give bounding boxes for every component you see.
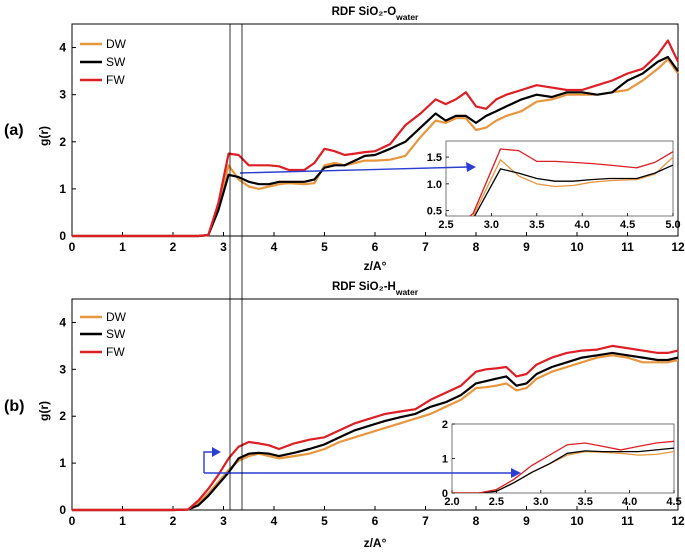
series-line-sw (72, 55, 679, 238)
series-line-fw (72, 344, 679, 512)
title-a: RDF SiO₂-Owater (332, 6, 419, 22)
inset-x-tick-label: 3.5 (578, 496, 593, 508)
inset-y-tick-label: 1 (442, 454, 448, 466)
inset-x-tick-label: 4.0 (622, 496, 637, 508)
inset-x-tick-label: 3.0 (484, 219, 499, 231)
inset-x-tick-label: 2.5 (438, 219, 453, 231)
inset-x-tick-label: 4.5 (620, 219, 635, 231)
inset-y-tick-label: 1.5 (427, 152, 442, 164)
x-tick-label: 4 (271, 514, 278, 528)
ylabel-a: g(r) (37, 126, 51, 146)
inset-x-tick-label: 4.0 (575, 219, 590, 231)
inset-series-line-fw (452, 440, 674, 493)
y-tick-label: 0 (59, 229, 66, 243)
ylabel-b: g(r) (37, 401, 51, 421)
arrow-bracket-head-b (212, 447, 221, 457)
inset-x-tick-label: 3.5 (529, 219, 544, 231)
x-tick-label: 12 (671, 240, 685, 254)
x-tick-label: 6 (372, 240, 379, 254)
legend-b: DW SW FW (80, 310, 127, 359)
inset-y-tick-label: 2 (442, 419, 448, 431)
series-line-fw (72, 39, 679, 238)
x-tick-label: 7 (422, 240, 429, 254)
series-lines-a (72, 39, 679, 238)
inset-x-tick-label: 2.5 (489, 496, 504, 508)
y-tick-label: 1 (59, 182, 66, 196)
pointer-arrow-b (203, 447, 521, 478)
legend-label-sw: SW (106, 327, 126, 341)
x-tick-label: 3 (220, 514, 227, 528)
inset-series-line-fw (469, 148, 673, 216)
panel-label-b: (b) (4, 398, 24, 415)
x-tick-label: 10 (570, 514, 584, 528)
xlabel-a: z/A° (364, 259, 387, 273)
inset-x-tick-label: 4.5 (666, 496, 681, 508)
arrow-head-a (466, 162, 476, 172)
inset-frame-b (451, 423, 675, 494)
inset-x-tick-label: 2.0 (444, 496, 459, 508)
inset-x-tick-label: 3.0 (533, 496, 548, 508)
y-tick-label: 1 (59, 456, 66, 470)
series-line-sw (72, 351, 679, 512)
x-tick-label: 6 (372, 514, 379, 528)
x-tick-label: 7 (422, 514, 429, 528)
x-tick-label: 9 (523, 240, 530, 254)
x-tick-label: 11 (621, 514, 634, 528)
x-tick-label: 2 (170, 240, 177, 254)
series-line-dw (72, 354, 679, 512)
x-tick-label: 10 (570, 240, 584, 254)
inset-series-line-dw (472, 156, 673, 216)
legend-label-fw: FW (106, 73, 125, 87)
inset-x-tick-label: 5.0 (665, 219, 680, 231)
title-b: RDF SiO₂-Hwater (332, 281, 419, 297)
arrow-line-a (239, 166, 469, 174)
x-tick-label: 5 (321, 514, 328, 528)
inset-b: 2.0 2.5 3.0 3.5 4.0 4.5 0 1 2 (442, 419, 682, 508)
x-tick-label: 1 (119, 240, 126, 254)
legend-label-sw: SW (106, 55, 126, 69)
x-tick-label: 5 (321, 240, 328, 254)
y-tick-label: 0 (59, 503, 66, 517)
y-tick-label: 2 (59, 135, 66, 149)
legend-a: DW SW FW (80, 37, 127, 87)
panel-label-a: (a) (4, 122, 24, 139)
x-tick-label: 8 (473, 240, 480, 254)
pointer-arrow-a (239, 162, 476, 174)
x-tick-label: 2 (170, 514, 177, 528)
x-tick-label: 9 (523, 514, 530, 528)
inset-y-tick-label: 1.0 (427, 179, 442, 191)
x-tick-label: 1 (119, 514, 126, 528)
inset-series (452, 440, 674, 493)
x-tick-label: 12 (671, 514, 685, 528)
inset-series (469, 148, 673, 216)
y-tick-label: 3 (59, 362, 66, 376)
inset-series-line-sw (452, 447, 674, 493)
x-tick-label: 0 (69, 240, 76, 254)
inset-y-tick-label: 0.5 (427, 206, 442, 218)
series-lines-b (72, 344, 679, 512)
legend-label-dw: DW (106, 310, 127, 324)
y-tick-label: 4 (59, 41, 66, 55)
arrow-bracket-b (203, 451, 215, 473)
x-tick-label: 0 (69, 514, 76, 528)
inset-series-line-sw (473, 164, 673, 216)
legend-label-dw: DW (106, 37, 127, 51)
x-tick-label: 3 (220, 240, 227, 254)
y-tick-label: 4 (59, 315, 66, 329)
arrow-head-b (511, 468, 521, 478)
legend-label-fw: FW (106, 345, 125, 359)
xlabel-b: z/A° (364, 536, 387, 550)
x-tick-label: 4 (271, 240, 278, 254)
y-tick-label: 2 (59, 409, 66, 423)
series-line-dw (72, 58, 679, 238)
x-tick-label: 8 (473, 514, 480, 528)
x-tick-label: 11 (621, 240, 634, 254)
y-tick-label: 3 (59, 88, 66, 102)
inset-y-tick-label: 0 (442, 488, 448, 500)
inset-a: 2.5 3.0 3.5 4.0 4.5 5.0 0.5 1.0 1.5 (427, 140, 681, 231)
